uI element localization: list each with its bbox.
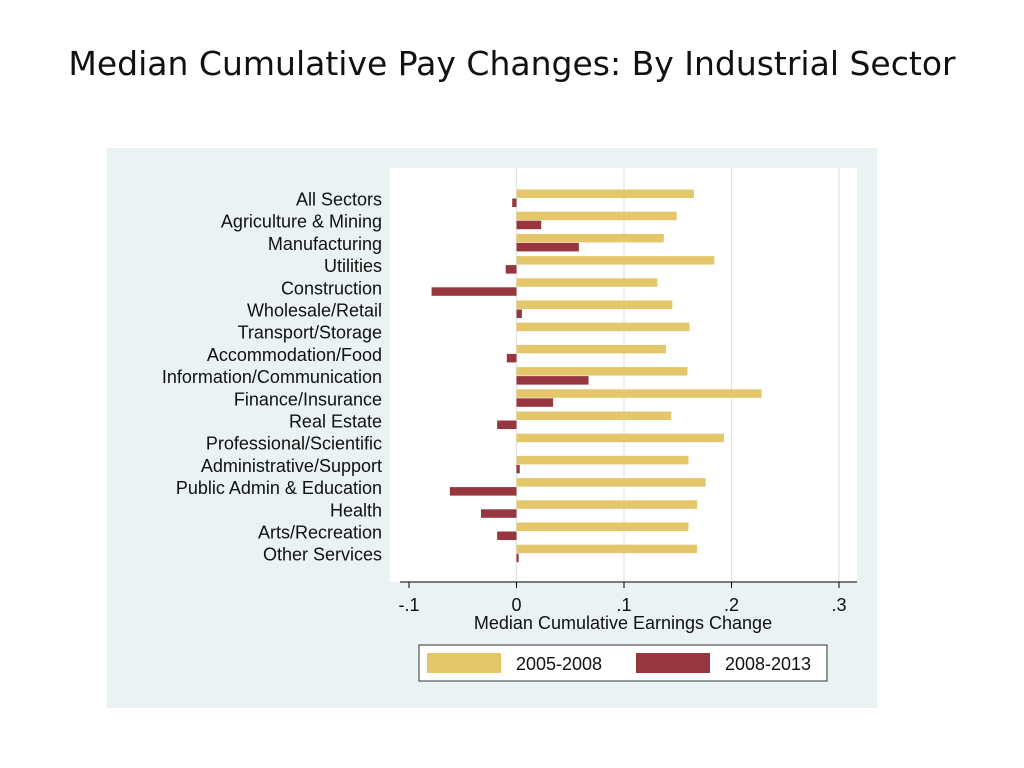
bar-2005-2008-1 <box>516 211 677 221</box>
legend-label-2008-2013: 2008-2013 <box>725 654 811 674</box>
bar-2005-2008-8 <box>516 367 688 376</box>
bar-2008-2013-5 <box>516 309 522 318</box>
category-label-10: Real Estate <box>289 412 382 432</box>
x-tick-label-4: .3 <box>831 595 846 615</box>
bar-2005-2008-0 <box>516 189 694 198</box>
x-axis-ticks: -.1 0 .1 .2 .3 <box>398 582 847 615</box>
bar-2008-2013-14 <box>481 509 517 518</box>
category-label-6: Transport/Storage <box>238 323 382 343</box>
category-label-2: Manufacturing <box>268 234 382 254</box>
bar-2008-2013-1 <box>516 220 542 230</box>
category-label-1: Agriculture & Mining <box>221 212 382 232</box>
bars <box>431 189 762 563</box>
slide-title: Median Cumulative Pay Changes: By Indust… <box>68 44 956 83</box>
category-label-4: Construction <box>281 278 382 298</box>
bar-2008-2013-15 <box>497 531 517 540</box>
bar-2008-2013-12 <box>516 464 520 474</box>
category-label-8: Information/Communication <box>162 367 382 387</box>
x-tick-label-3: .2 <box>724 595 739 615</box>
x-tick-label-1: 0 <box>511 595 521 615</box>
category-label-13: Public Admin & Education <box>176 478 382 498</box>
bar-2005-2008-11 <box>516 433 724 443</box>
bar-2008-2013-10 <box>497 420 517 429</box>
bar-2005-2008-16 <box>516 544 698 554</box>
category-label-11: Professional/Scientific <box>206 434 382 454</box>
bar-2008-2013-13 <box>449 487 517 496</box>
bar-2005-2008-6 <box>516 322 690 332</box>
legend-label-2005-2008: 2005-2008 <box>516 654 602 674</box>
bar-2005-2008-4 <box>516 278 658 287</box>
bar-2005-2008-13 <box>516 478 706 487</box>
bar-2008-2013-3 <box>505 265 517 274</box>
category-label-14: Health <box>330 500 382 520</box>
bar-2005-2008-12 <box>516 455 689 465</box>
category-label-12: Administrative/Support <box>201 456 382 476</box>
bar-2005-2008-14 <box>516 500 698 509</box>
category-label-16: Other Services <box>263 545 382 565</box>
bar-2008-2013-8 <box>516 376 589 385</box>
category-label-5: Wholesale/Retail <box>247 301 382 321</box>
x-axis-title: Median Cumulative Earnings Change <box>474 613 772 633</box>
bar-2005-2008-2 <box>516 233 664 243</box>
bar-2005-2008-9 <box>516 389 762 398</box>
chart-container: All Sectors Agriculture & Mining Manufactu… <box>107 148 877 708</box>
bar-2008-2013-2 <box>516 242 579 252</box>
category-label-3: Utilities <box>324 256 382 276</box>
category-label-7: Accommodation/Food <box>207 345 382 365</box>
bar-2005-2008-15 <box>516 522 689 531</box>
x-tick-label-2: .1 <box>616 595 631 615</box>
bar-2005-2008-5 <box>516 300 673 309</box>
x-tick-label-0: -.1 <box>398 595 419 615</box>
bar-2005-2008-7 <box>516 344 666 354</box>
legend-swatch-2008-2013 <box>636 653 710 673</box>
category-label-15: Arts/Recreation <box>258 523 382 543</box>
legend: 2005-2008 2008-2013 <box>418 644 828 682</box>
bar-2008-2013-7 <box>506 353 517 363</box>
bar-2005-2008-3 <box>516 256 715 265</box>
legend-swatch-2005-2008 <box>427 653 501 673</box>
bar-2008-2013-4 <box>431 287 517 296</box>
bar-2008-2013-0 <box>512 198 517 207</box>
bar-2008-2013-16 <box>516 553 519 563</box>
bar-2005-2008-10 <box>516 411 672 420</box>
bar-2008-2013-9 <box>516 398 554 407</box>
category-label-9: Finance/Insurance <box>234 389 382 409</box>
category-label-0: All Sectors <box>296 190 382 210</box>
